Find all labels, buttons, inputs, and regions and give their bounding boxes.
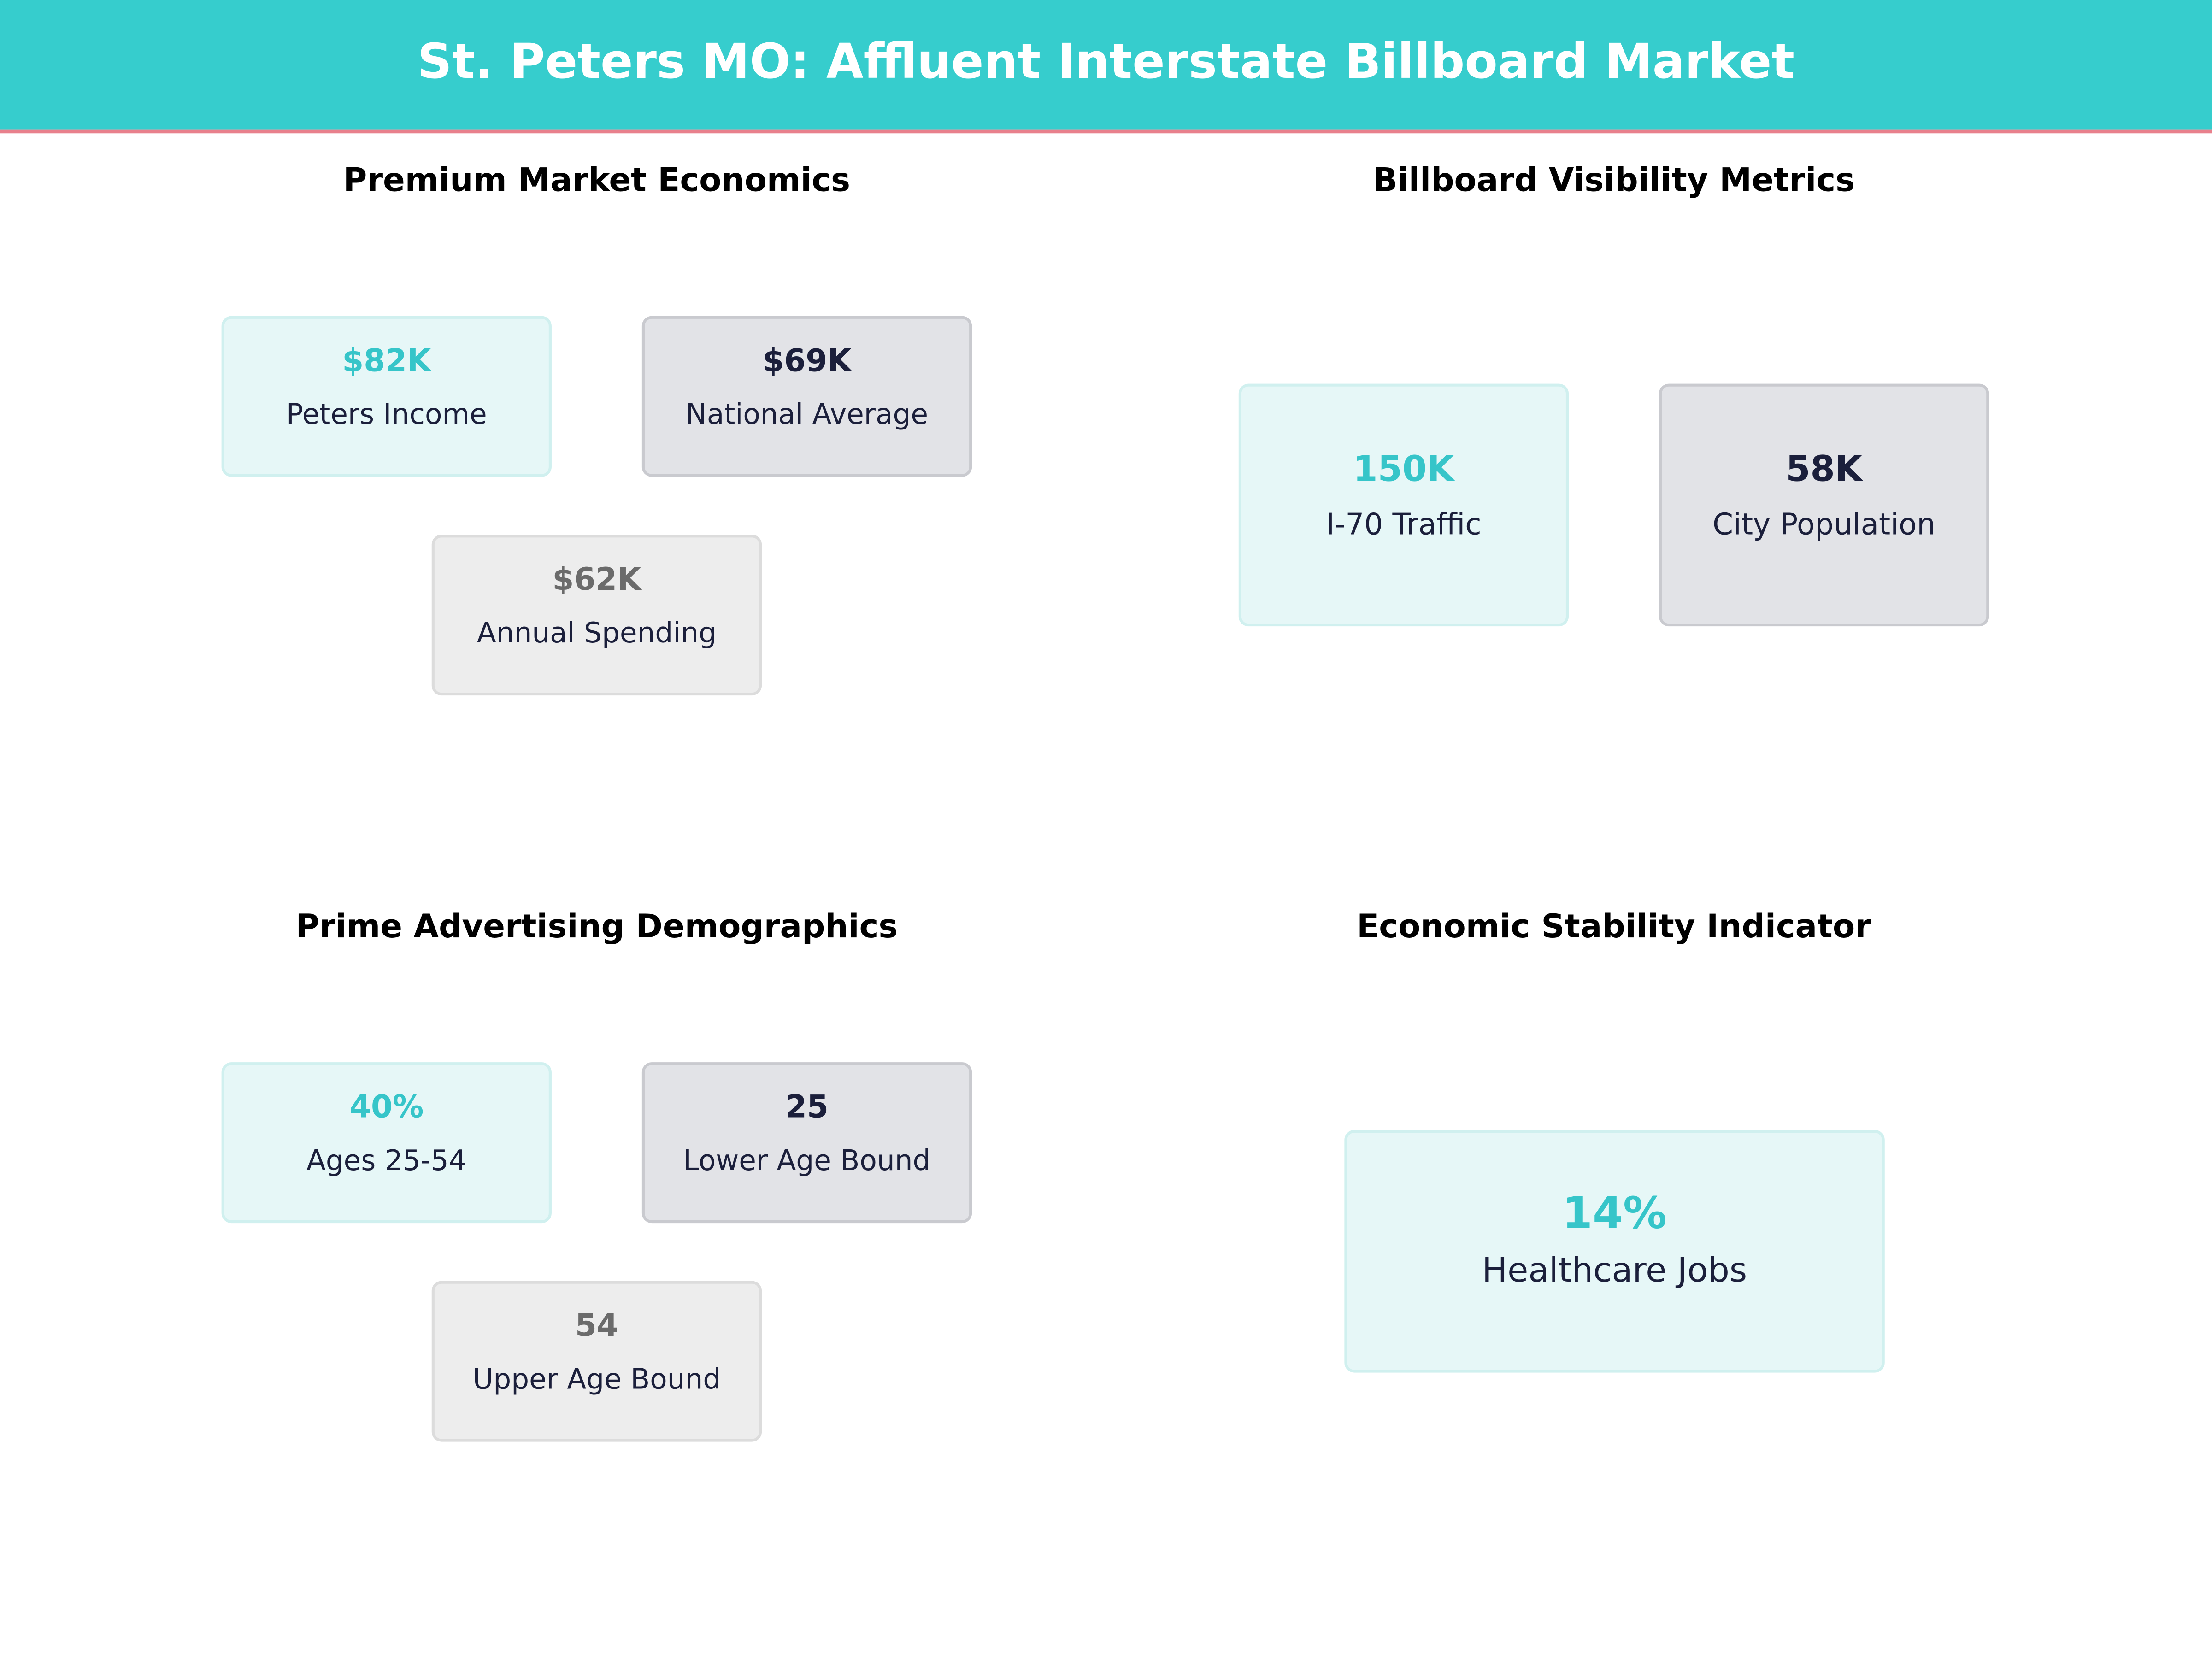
stat-label: Healthcare Jobs: [1482, 1251, 1747, 1290]
stat-label: I-70 Traffic: [1326, 507, 1481, 541]
stat-card: [1238, 383, 1569, 627]
stat-value: 150K: [1353, 448, 1455, 489]
stat-label: Peters Income: [286, 398, 487, 431]
stat-card: [431, 1281, 762, 1442]
stat-label: Lower Age Bound: [683, 1144, 931, 1177]
stat-card: [1659, 383, 1989, 627]
stat-value: 58K: [1786, 448, 1863, 489]
stat-label: Ages 25-54: [306, 1144, 467, 1177]
stat-value: 14%: [1562, 1188, 1667, 1239]
stat-label: Annual Spending: [477, 617, 717, 649]
stat-value: $69K: [763, 342, 853, 378]
stat-card: [221, 1062, 552, 1224]
header-rule: [0, 129, 2212, 134]
panel-title: Economic Stability Indicator: [1357, 907, 1871, 945]
stat-label: City Population: [1712, 507, 1936, 541]
stat-card: [1344, 1130, 1885, 1373]
stat-card: [221, 316, 552, 477]
panel-title: Billboard Visibility Metrics: [1373, 161, 1855, 199]
page-title: St. Peters MO: Affluent Interstate Billb…: [418, 33, 1794, 89]
stat-card: [641, 1062, 972, 1224]
stat-value: $62K: [553, 561, 643, 597]
header-bar: [0, 0, 2212, 130]
stat-value: 25: [785, 1088, 829, 1125]
stat-value: 54: [575, 1307, 618, 1343]
panel-title: Premium Market Economics: [343, 161, 850, 199]
stat-card: [641, 316, 972, 477]
panel-title: Prime Advertising Demographics: [296, 907, 898, 945]
stat-label: Upper Age Bound: [473, 1363, 721, 1396]
stat-value: $82K: [342, 342, 432, 378]
stat-value: 40%: [349, 1088, 424, 1125]
stat-label: National Average: [686, 398, 928, 431]
stat-card: [431, 535, 762, 696]
